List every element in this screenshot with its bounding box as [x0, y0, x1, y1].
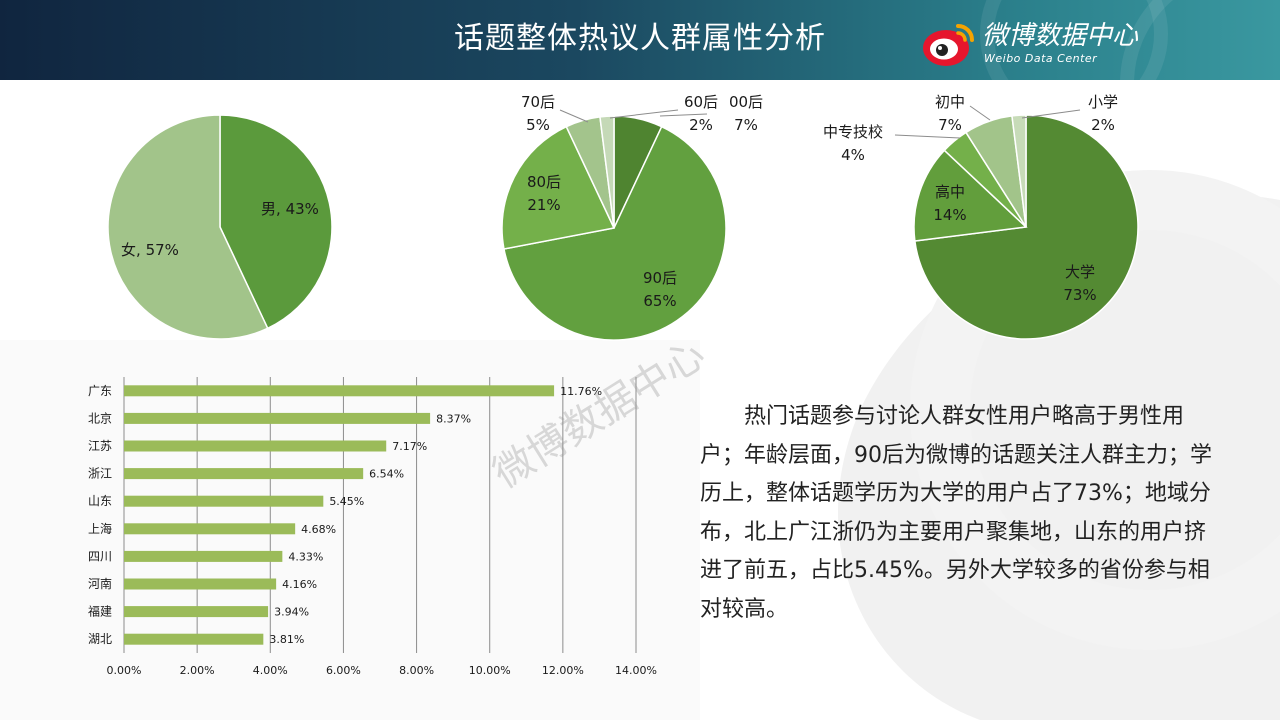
pie-charts: 男, 43% 女, 57% 00后 7% 90后 65% 80后 21% 70后 5% 60后 2%…: [107, 93, 1139, 341]
pie-label-初中: 初中 7%: [935, 93, 965, 134]
x-tick-label: 2.00%: [180, 664, 215, 677]
pie-label-男: 男, 43%: [261, 200, 319, 218]
bar-value-label: 8.37%: [436, 412, 471, 425]
bar-chart-bars: [124, 385, 555, 645]
y-category-label: 山东: [88, 494, 112, 508]
bar-chart-labels: 0.00% 2.00% 4.00% 6.00% 8.00% 10.00% 12.00% 14.…: [88, 384, 657, 677]
page-title: 话题整体热议人群属性分析: [454, 21, 826, 56]
pie-slice-60后: [599, 115, 615, 229]
leader-line: [1021, 109, 1081, 119]
y-category-label: 上海: [88, 521, 112, 536]
brand-name: 微博数据中心: [982, 21, 1139, 51]
summary-text: 热门话题参与讨论人群女性用户略高于男性用户；年龄层面，90后为微博的话题关注人群…: [700, 404, 1212, 622]
bar-value-label: 11.76%: [560, 385, 602, 398]
bar-value-label: 4.33%: [288, 550, 323, 563]
weibo-eye-icon: [923, 24, 974, 66]
gender-pie-chart: 男, 43% 女, 57%: [107, 114, 333, 340]
x-tick-label: 0.00%: [107, 664, 142, 677]
bar-福建: [124, 606, 269, 618]
leader-line: [609, 109, 679, 119]
age-pie-chart: 00后 7% 90后 65% 80后 21% 70后 5% 60后 2%: [501, 93, 763, 341]
y-category-label: 江苏: [88, 439, 112, 453]
pie-label-00后: 00后 7%: [729, 93, 763, 134]
pie-label-中专技校: 中专技校 4%: [823, 123, 883, 164]
header-banner: 话题整体热议人群属性分析 微博数据中心 Weibo Data Center: [0, 0, 1280, 80]
bar-value-label: 6.54%: [369, 468, 404, 481]
bar-浙江: [124, 468, 364, 480]
y-category-label: 广东: [88, 384, 112, 398]
leader-line: [969, 105, 991, 121]
pie-label-90后: 90后 65%: [643, 269, 677, 310]
pie-label-60后: 60后 2%: [684, 93, 718, 134]
x-tick-label: 10.00%: [469, 664, 511, 677]
pie-slice-小学: [1011, 114, 1027, 228]
y-category-label: 福建: [88, 604, 112, 619]
pie-label-小学: 小学 2%: [1088, 93, 1118, 134]
x-tick-label: 14.00%: [615, 664, 657, 677]
region-bar-chart: 0.00% 2.00% 4.00% 6.00% 8.00% 10.00% 12.00% 14.…: [88, 377, 657, 677]
bar-value-label: 4.16%: [282, 578, 317, 591]
leader-line: [559, 109, 589, 123]
pie-label-70后: 70后 5%: [521, 93, 555, 134]
education-pie-chart: 大学 73% 高中 14% 中专技校 4% 初中 7% 小学 2%: [823, 93, 1139, 340]
background-decoration: [0, 170, 1280, 720]
bar-value-label: 3.81%: [269, 633, 304, 646]
bar-value-label: 5.45%: [329, 495, 364, 508]
pie-slice-男: [219, 114, 333, 330]
bar-value-label: 3.94%: [274, 606, 309, 619]
x-tick-label: 6.00%: [326, 664, 361, 677]
pie-slice-高中: [913, 149, 1028, 242]
bar-value-label: 4.68%: [301, 523, 336, 536]
y-category-label: 河南: [88, 576, 112, 591]
leader-line: [894, 134, 961, 139]
leader-line: [659, 113, 708, 117]
bar-北京: [124, 412, 431, 424]
bar-上海: [124, 523, 296, 535]
x-tick-label: 8.00%: [399, 664, 434, 677]
x-tick-label: 4.00%: [253, 664, 288, 677]
pie-slice-80后: [501, 125, 616, 250]
pie-label-大学: 大学 73%: [1063, 263, 1096, 304]
pie-slice-女: [107, 114, 269, 340]
bar-江苏: [124, 440, 387, 452]
bar-河南: [124, 578, 277, 590]
y-category-label: 北京: [88, 411, 112, 425]
y-category-label: 湖北: [88, 631, 112, 646]
y-category-label: 浙江: [88, 467, 112, 481]
x-tick-label: 12.00%: [542, 664, 584, 677]
pie-label-高中: 高中 14%: [933, 183, 966, 224]
bar-value-label: 7.17%: [392, 440, 427, 453]
bar-山东: [124, 495, 324, 507]
bar-湖北: [124, 633, 264, 645]
pie-slice-90后: [503, 125, 727, 341]
y-category-label: 四川: [88, 549, 112, 563]
brand-subtitle: Weibo Data Center: [984, 52, 1098, 65]
pie-label-80后: 80后 21%: [527, 173, 561, 214]
pie-label-女: 女, 57%: [121, 241, 179, 259]
bar-广东: [124, 385, 555, 397]
bar-四川: [124, 550, 283, 562]
brand-logo: 微博数据中心 Weibo Data Center: [920, 16, 1180, 72]
